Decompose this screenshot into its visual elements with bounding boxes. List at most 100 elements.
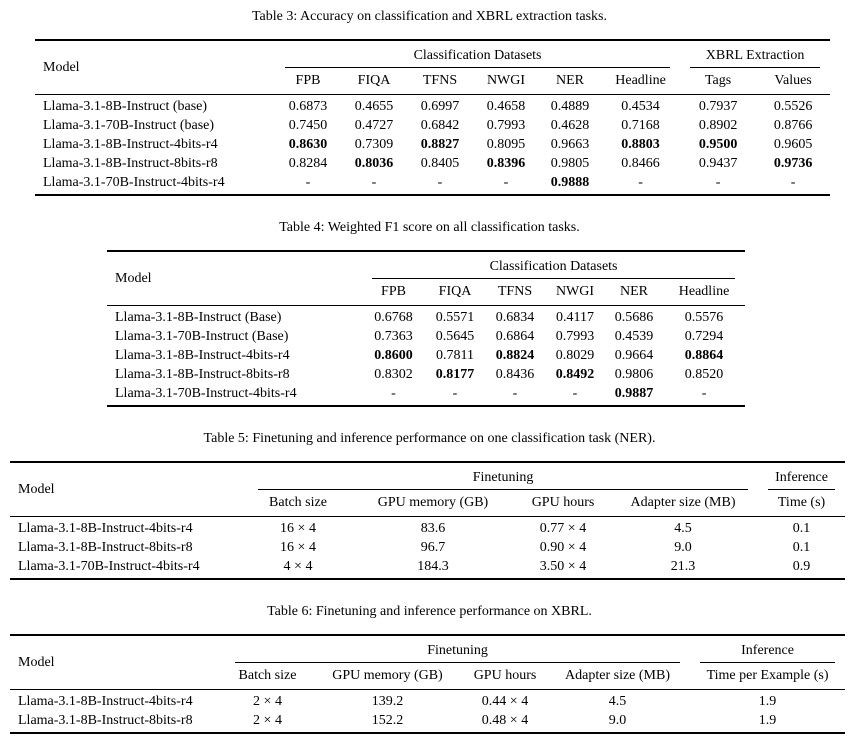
value-cell: 0.9888 (550, 175, 590, 190)
value-cell: 0.4655 (354, 99, 394, 114)
model-name-cell: Llama-3.1-8B-Instruct-8bits-r8 (18, 713, 193, 728)
column-header-ner: NER (539, 68, 601, 95)
table6-section: Table 6: Finetuning and inference perfor… (0, 603, 859, 734)
value-cell: 0.5686 (614, 310, 654, 325)
value-cell: - (371, 175, 377, 190)
value-cell: 0.90 × 4 (539, 540, 587, 555)
column-header-gpu-memory: GPU memory (GB) (348, 490, 518, 517)
value-cell: 0.5571 (435, 310, 475, 325)
value-cell: 0.77 × 4 (539, 521, 587, 536)
value-cell: 0.4658 (486, 99, 526, 114)
column-header-tfns: TFNS (485, 279, 545, 306)
value-cell: 4.5 (674, 521, 692, 536)
group-header-label: Finetuning (258, 469, 749, 490)
value-cell: 0.4889 (550, 99, 590, 114)
value-cell: 0.8396 (486, 156, 526, 171)
table-row: Llama-3.1-8B-Instruct-8bits-r8 16 × 4 96.7… (10, 538, 845, 557)
group-header-row: Model Finetuning Inference (10, 462, 845, 517)
value-cell: 0.1 (792, 521, 811, 536)
table4-caption: Table 4: Weighted F1 score on all classi… (279, 220, 580, 235)
value-cell: - (638, 175, 643, 190)
group-header-label: Classification Datasets (285, 47, 671, 68)
model-name-cell: Llama-3.1-70B-Instruct (Base) (115, 329, 289, 344)
model-name-cell: Llama-3.1-70B-Instruct-4bits-r4 (18, 559, 200, 574)
table-row: Llama-3.1-8B-Instruct-4bits-r4 0.8630 0.73… (35, 135, 830, 154)
value-cell: 0.8302 (374, 367, 413, 382)
value-cell: 0.8520 (684, 367, 724, 382)
table-row: Llama-3.1-8B-Instruct (Base) 0.6768 0.5571… (107, 306, 745, 328)
column-header-fiqa: FIQA (341, 68, 407, 95)
value-cell: 0.9663 (550, 137, 590, 152)
group-header-inference: Inference (690, 635, 845, 663)
table4-body: Llama-3.1-8B-Instruct (Base) 0.6768 0.5571… (107, 306, 745, 407)
table6-head: Model Finetuning Inference Batch size GP… (10, 635, 846, 690)
table6-body: Llama-3.1-8B-Instruct-4bits-r4 2 × 4 139.2… (10, 690, 845, 734)
value-cell: 0.5576 (684, 310, 724, 325)
value-cell: 0.9500 (698, 137, 738, 152)
model-column-header: Model (10, 635, 225, 690)
column-header-row: Batch size GPU memory (GB) GPU hours Ada… (10, 490, 846, 517)
table5-caption: Table 5: Finetuning and inference perfor… (203, 431, 656, 446)
value-cell: 0.9806 (614, 367, 654, 382)
value-cell: 0.8803 (621, 137, 660, 152)
column-header-fpb: FPB (362, 279, 425, 306)
value-cell: 1.9 (758, 694, 777, 709)
value-cell: 0.6834 (495, 310, 535, 325)
value-cell: 0.6997 (420, 99, 460, 114)
column-header-gpu-memory: GPU memory (GB) (310, 663, 465, 690)
value-cell: 4.5 (608, 694, 627, 709)
value-cell: 16 × 4 (280, 521, 316, 536)
value-cell: 0.9887 (614, 386, 654, 401)
value-cell: 96.7 (420, 540, 446, 555)
column-header-adapter-size: Adapter size (MB) (545, 663, 691, 690)
table-row: Llama-3.1-8B-Instruct-8bits-r8 0.8284 0.80… (35, 154, 830, 173)
value-cell: 0.4534 (621, 99, 660, 114)
value-cell: 0.7937 (698, 99, 738, 114)
group-header-label: XBRL Extraction (690, 47, 821, 68)
value-cell: 0.8492 (555, 367, 595, 382)
value-cell: 152.2 (371, 713, 404, 728)
column-header-tfns: TFNS (407, 68, 473, 95)
model-name-cell: Llama-3.1-8B-Instruct-8bits-r8 (115, 367, 290, 382)
group-header-row: Model Finetuning Inference (10, 635, 845, 690)
column-header-adapter-size: Adapter size (MB) (608, 490, 759, 517)
table4-head: Model Classification Datasets FPB FIQA T… (107, 251, 746, 306)
group-header-row: Model Classification Datasets (107, 251, 745, 306)
value-cell: 0.6864 (495, 329, 535, 344)
value-cell: 0.9605 (773, 137, 813, 152)
value-cell: - (790, 175, 796, 190)
value-cell: 0.8902 (698, 118, 738, 133)
value-cell: 0.7993 (486, 118, 526, 133)
value-cell: 0.6842 (420, 118, 460, 133)
value-cell: 0.8600 (374, 348, 413, 363)
table5-section: Table 5: Finetuning and inference perfor… (0, 430, 859, 580)
value-cell: 9.0 (608, 713, 627, 728)
column-header-time-per-example: Time per Example (s) (690, 663, 846, 690)
model-column-header: Model (10, 462, 248, 517)
table-row: Llama-3.1-8B-Instruct (base) 0.6873 0.4655… (35, 95, 830, 117)
column-header-nwgi: NWGI (545, 279, 605, 306)
value-cell: 0.4628 (550, 118, 590, 133)
value-cell: 0.7309 (354, 137, 394, 152)
value-cell: 0.8630 (288, 137, 328, 152)
table-row: Llama-3.1-8B-Instruct-4bits-r4 0.8600 0.78… (107, 346, 745, 365)
column-header-gpu-hours: GPU hours (518, 490, 608, 517)
column-header-nwgi: NWGI (473, 68, 539, 95)
column-header-ner: NER (605, 279, 663, 306)
table5-head: Model Finetuning Inference Batch size GP… (10, 462, 846, 517)
table4-section: Table 4: Weighted F1 score on all classi… (0, 219, 859, 407)
table3-body: Llama-3.1-8B-Instruct (base) 0.6873 0.4655… (35, 95, 830, 196)
value-cell: - (512, 386, 518, 401)
value-cell: 0.4117 (556, 310, 594, 325)
group-header-label: Inference (768, 469, 836, 490)
model-column-header: Model (107, 251, 362, 306)
table3-head: Model Classification Datasets XBRL Extra… (35, 40, 831, 95)
column-header-headline: Headline (601, 68, 681, 95)
value-cell: - (715, 175, 721, 190)
value-cell: - (305, 175, 311, 190)
model-name-cell: Llama-3.1-8B-Instruct (base) (43, 99, 208, 114)
value-cell: 16 × 4 (280, 540, 316, 555)
column-header-row: FPB FIQA TFNS NWGI NER Headline Tags Val… (35, 68, 831, 95)
column-header-headline: Headline (663, 279, 746, 306)
column-header-fiqa: FIQA (425, 279, 485, 306)
